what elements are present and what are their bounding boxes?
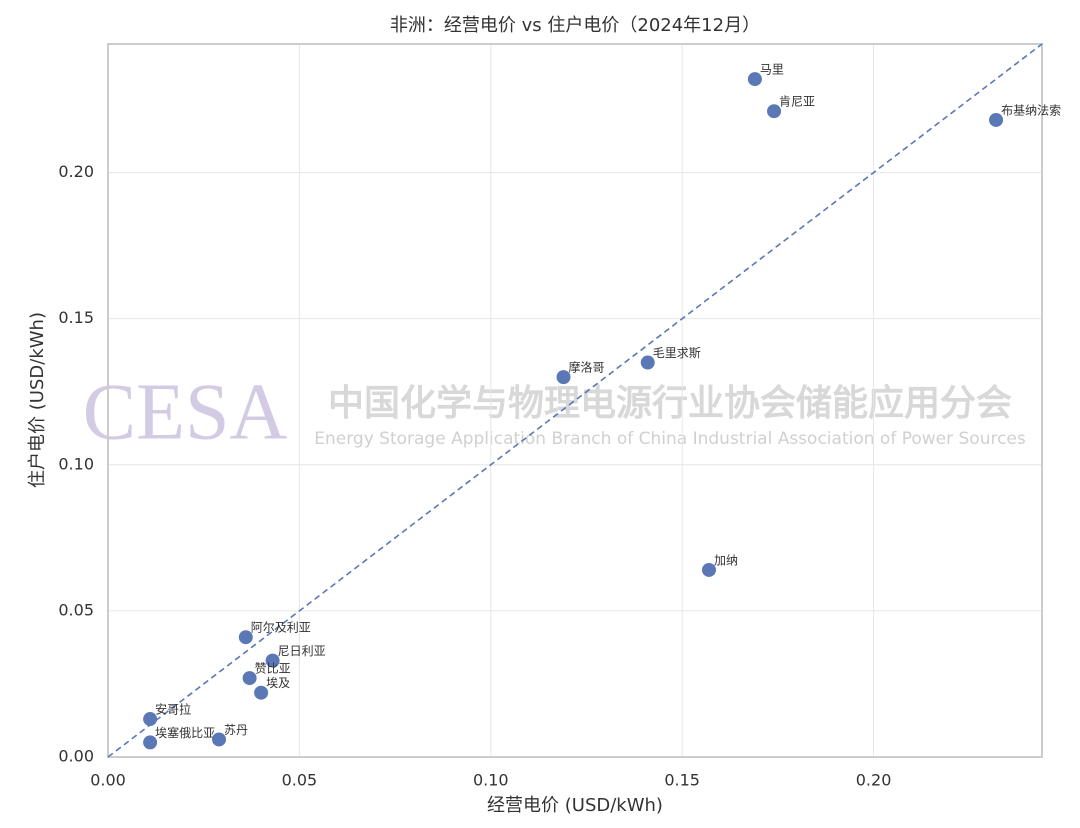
point (143, 735, 158, 750)
x-tick-label: 0.20 (856, 771, 892, 790)
y-axis-label: 住户电价 (USD/kWh) (27, 312, 48, 488)
point (143, 712, 158, 727)
point-label: 埃塞俄比亚 (155, 725, 215, 740)
y-tick-label: 0.15 (58, 308, 94, 327)
point (767, 104, 782, 119)
x-tick-label: 0.15 (664, 771, 700, 790)
point (747, 72, 762, 87)
point (265, 653, 280, 668)
chart-title: 非洲：经营电价 vs 住户电价（2024年12月） (390, 15, 760, 36)
point-label: 埃及 (266, 676, 290, 690)
point-label: 马里 (760, 63, 784, 77)
point (556, 370, 571, 385)
y-tick-label: 0.20 (58, 162, 94, 181)
point-label: 布基纳法索 (1001, 103, 1061, 117)
point (701, 562, 716, 577)
x-tick-label: 0.00 (90, 771, 126, 790)
point (242, 671, 257, 686)
x-axis-label: 经营电价 (USD/kWh) (487, 795, 663, 816)
point-label: 尼日利亚 (278, 644, 326, 658)
point-label: 安哥拉 (155, 702, 191, 717)
y-tick-label: 0.10 (58, 454, 94, 473)
point-label: 苏丹 (224, 723, 248, 737)
point-label: 加纳 (714, 553, 738, 567)
y-tick-label: 0.00 (58, 747, 94, 766)
watermark-english: Energy Storage Application Branch of Chi… (314, 429, 1026, 449)
point-label: 赞比亚 (255, 662, 291, 676)
point (212, 732, 227, 747)
point-label: 毛里求斯 (653, 346, 701, 360)
x-tick-label: 0.05 (282, 771, 318, 790)
point (254, 685, 269, 700)
y-tick-label: 0.05 (58, 600, 94, 619)
x-tick-label: 0.10 (473, 771, 509, 790)
reference-diagonal (107, 43, 1043, 758)
watermark-logo: CESA (83, 368, 288, 456)
watermark-name: 中国化学与物理电源行业协会储能应用分会 (328, 382, 1012, 424)
point-label: 肯尼亚 (779, 95, 815, 109)
point-label: 阿尔及利亚 (251, 620, 311, 635)
point (238, 630, 253, 645)
point (640, 355, 655, 370)
point (989, 112, 1004, 127)
plot-frame (107, 43, 1043, 758)
point-label: 摩洛哥 (569, 360, 605, 375)
